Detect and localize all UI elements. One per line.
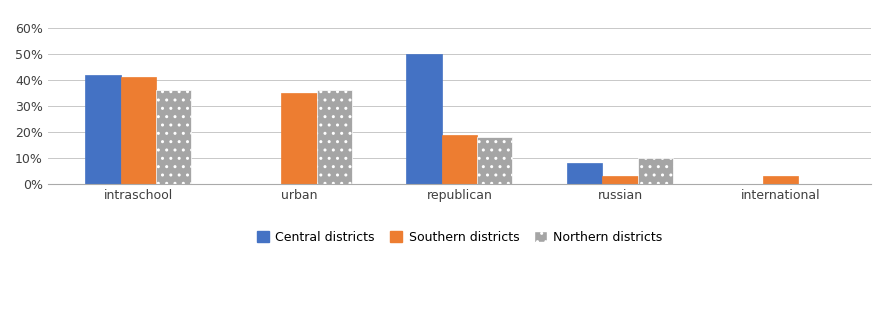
Bar: [477, 137, 512, 184]
Legend: Central districts, Southern districts, Northern districts: Central districts, Southern districts, N…: [252, 226, 667, 249]
Bar: [316, 90, 352, 184]
Bar: [763, 176, 798, 184]
Bar: [442, 135, 477, 184]
Bar: [602, 176, 638, 184]
Bar: [407, 54, 442, 184]
Bar: [638, 158, 673, 184]
Bar: [85, 75, 120, 184]
Bar: [156, 90, 191, 184]
Bar: [567, 163, 602, 184]
Bar: [281, 93, 316, 184]
Bar: [120, 78, 156, 184]
